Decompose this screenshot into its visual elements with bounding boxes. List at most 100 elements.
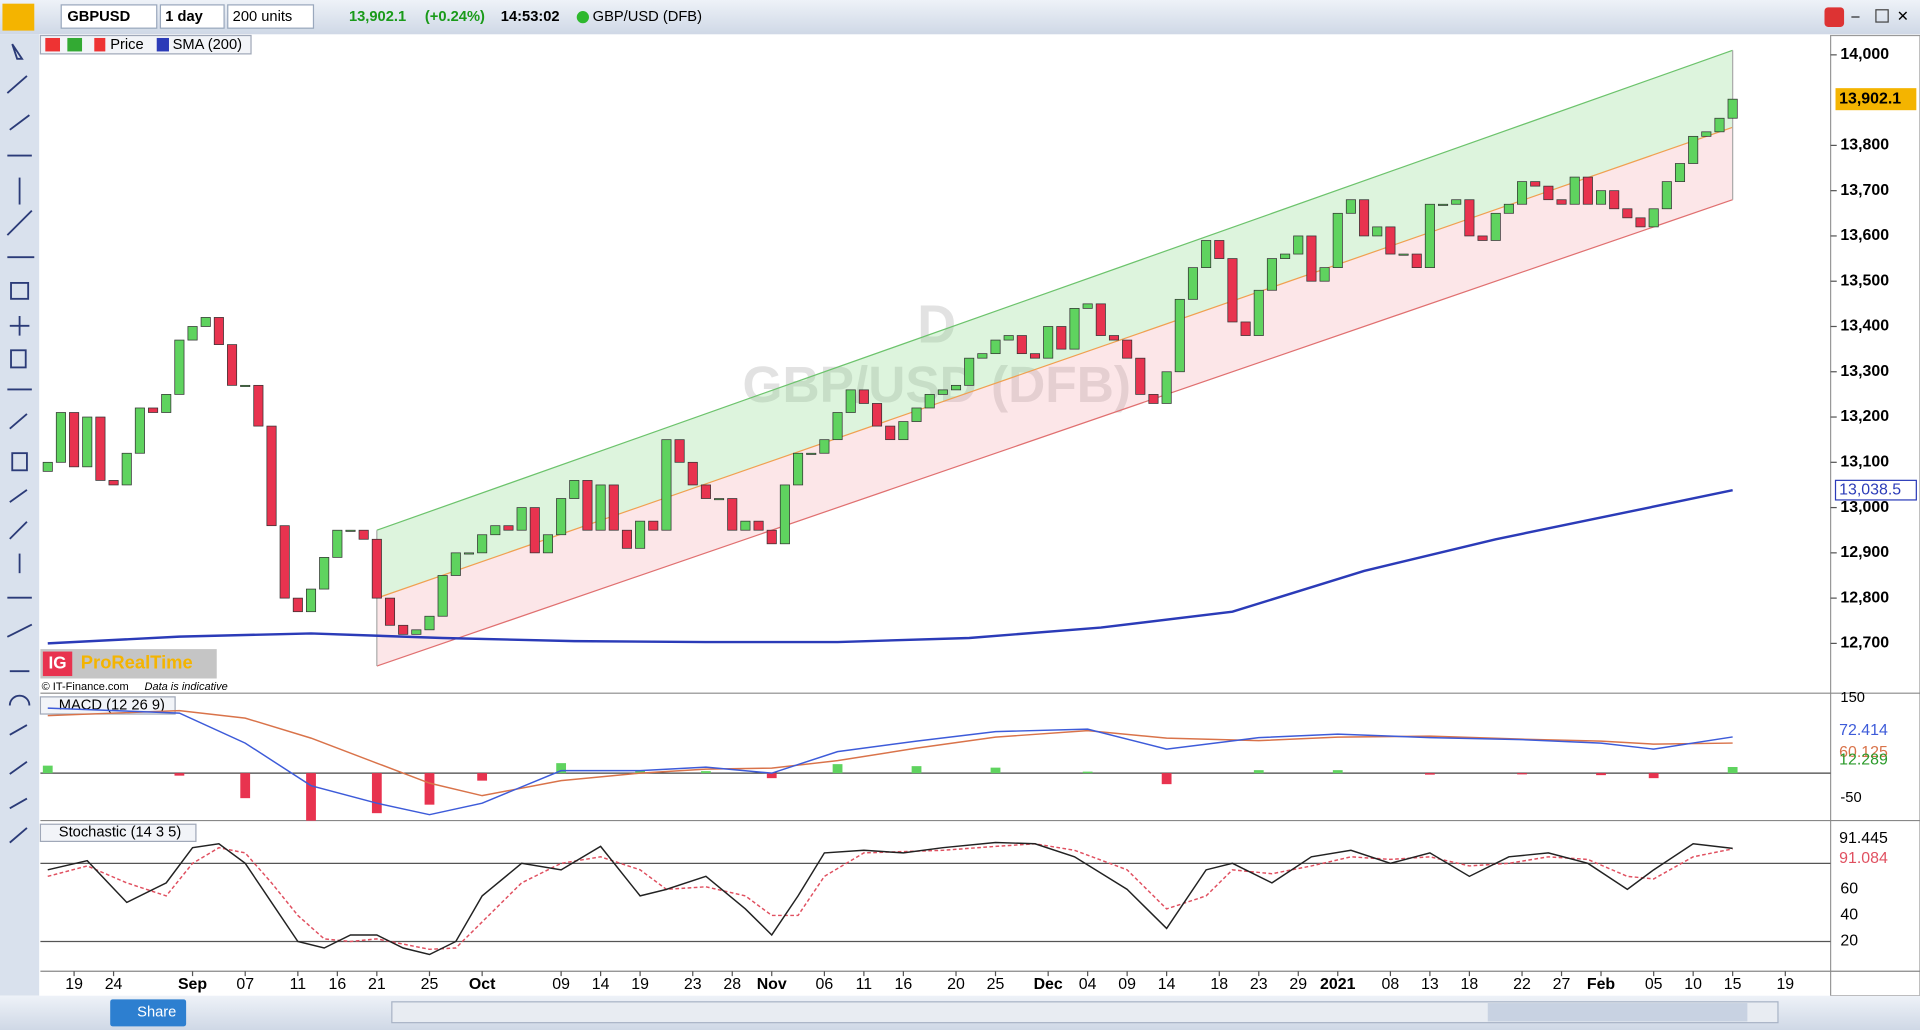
share-button[interactable] [110, 999, 187, 1027]
maximize[interactable] [1875, 9, 1889, 23]
macd-signal-line [47, 709, 1733, 797]
candle-body [1056, 326, 1067, 350]
window-icon[interactable] [1824, 7, 1845, 27]
candle-body [1477, 235, 1488, 241]
candle-body [1108, 335, 1120, 341]
x-tick-label: 19 [65, 976, 83, 993]
left-tools[interactable] [6, 43, 35, 844]
candle-body [1161, 371, 1172, 404]
candle-body [1569, 176, 1580, 205]
minimize[interactable]: – [1851, 9, 1860, 25]
candle-body [1701, 131, 1712, 137]
stoch-k-tag: 91.445 [1839, 830, 1888, 847]
x-tick-label: 04 [1079, 976, 1097, 993]
macd-histogram-bar [635, 770, 645, 774]
y-tick-label: 14,000 [1840, 46, 1889, 63]
candle-body [1095, 303, 1106, 336]
y-tick-label: 12,700 [1840, 635, 1889, 652]
candle-body [1490, 212, 1501, 241]
candle-body [924, 394, 935, 409]
x-tick-label: 20 [947, 976, 965, 993]
candle-body [529, 507, 540, 554]
candle-body [582, 480, 593, 531]
candle-body [806, 452, 817, 455]
candle-body [740, 520, 751, 531]
note: Data is indicative [144, 681, 227, 693]
candle-body [793, 452, 804, 486]
legend-swatch [94, 37, 106, 52]
close[interactable]: ✕ [1897, 9, 1909, 25]
legend-icon[interactable] [67, 37, 83, 52]
x-tick-label: 28 [723, 976, 741, 993]
x-tick-label: Dec [1034, 976, 1063, 993]
toolbar-price: 13,902.1 [349, 9, 406, 25]
candle-body [227, 344, 238, 386]
candle-body [1622, 208, 1633, 219]
x-tick-label: 18 [1461, 976, 1479, 993]
candle-body [437, 575, 448, 617]
candle-body [872, 403, 883, 427]
symbol[interactable]: GBPUSD [67, 9, 130, 25]
candle-body [503, 525, 514, 531]
x-tick-label: 09 [1118, 976, 1136, 993]
share-label[interactable]: Share [137, 1005, 176, 1021]
candle-body [1240, 321, 1251, 336]
candle-body [595, 484, 606, 531]
timeframe-box[interactable] [159, 4, 225, 29]
candle-body [661, 439, 672, 531]
legend-sma: SMA (200) [173, 37, 242, 53]
channel-upper [376, 49, 1733, 531]
candle-body [95, 416, 106, 481]
candle-body [187, 326, 198, 341]
x-tick-label: 11 [856, 976, 873, 993]
scroll-thumb[interactable] [1487, 1003, 1748, 1022]
scrollbar[interactable] [391, 1001, 1779, 1024]
channel-lower-fill [376, 127, 1733, 667]
macd-histogram-bar [1517, 773, 1527, 775]
candle-body [1135, 357, 1146, 395]
candle-body [1319, 267, 1330, 282]
x-tick-label: 05 [1645, 976, 1663, 993]
candle-body [1214, 240, 1225, 259]
candle-body [779, 484, 790, 545]
units-box[interactable] [227, 4, 315, 29]
symbol-box[interactable] [60, 4, 158, 29]
candle-body [384, 597, 396, 626]
legend-icon[interactable] [45, 37, 60, 52]
candle-body [1438, 203, 1449, 206]
y-tick-label: 13,000 [1840, 499, 1889, 516]
timeframe[interactable]: 1 day [165, 9, 203, 25]
candle-body [450, 552, 461, 576]
candle-body [1635, 217, 1646, 228]
candle-body [1082, 303, 1093, 309]
candle-body [964, 357, 975, 386]
candle-body [1201, 240, 1212, 269]
candle-body [174, 339, 185, 395]
macd-histogram-bar [477, 773, 488, 781]
candle-body [1595, 190, 1607, 205]
candle-body [1530, 181, 1541, 187]
candle-body [1148, 394, 1159, 404]
sma-tag-label: 13,038.5 [1839, 481, 1901, 498]
x-tick-label: 23 [684, 976, 702, 993]
x-tick-label: 23 [1250, 976, 1268, 993]
sma-tag [1834, 479, 1917, 501]
legend-swatch [156, 37, 169, 52]
macd-histogram-bar [1161, 773, 1172, 785]
x-tick-label: 06 [816, 976, 834, 993]
candle-body [1016, 335, 1027, 355]
candle-body [1359, 199, 1370, 237]
candle-body [279, 525, 290, 599]
units[interactable]: 200 units [233, 9, 293, 25]
macd-histogram-bar [1648, 773, 1659, 779]
x-tick-label: 07 [236, 976, 254, 993]
candle-body [832, 412, 843, 441]
candle-body [1069, 308, 1080, 350]
candle-body [148, 407, 159, 413]
candle-body [1280, 253, 1291, 259]
plot: 14,000 13,800 13,700 13,600 13,500 13,400 13,3… [40, 46, 1917, 993]
candle-body [490, 525, 501, 536]
x-tick-label: 10 [1684, 976, 1702, 993]
x-tick-label: 24 [105, 976, 123, 993]
